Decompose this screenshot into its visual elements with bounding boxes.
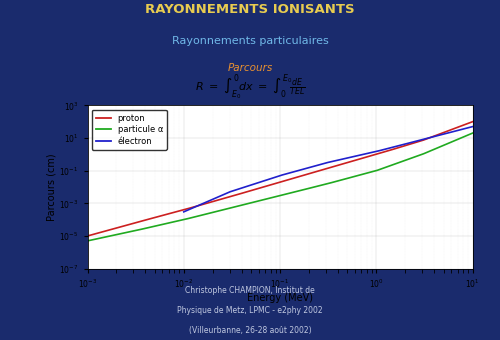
proton [184, 207, 190, 211]
proton [258, 185, 264, 189]
particule α [470, 131, 476, 135]
électron [295, 169, 301, 173]
particule α [184, 217, 190, 221]
Text: $R\ =\ \int_{E_0}^{0}\!dx\ =\ \int_{0}^{E_0}\!\frac{dE}{TEL}$: $R\ =\ \int_{E_0}^{0}\!dx\ =\ \int_{0}^{… [195, 73, 305, 102]
particule α [342, 177, 347, 181]
électron [275, 174, 281, 179]
électron [216, 195, 222, 199]
particule α [258, 198, 264, 202]
proton [312, 170, 318, 174]
proton [470, 120, 476, 124]
proton [342, 162, 347, 166]
X-axis label: Energy (MeV): Energy (MeV) [247, 293, 313, 303]
électron [362, 152, 368, 156]
particule α [312, 185, 318, 189]
électron [181, 210, 187, 214]
Line: proton: proton [88, 122, 472, 236]
proton [152, 215, 158, 219]
Y-axis label: Parcours (cm): Parcours (cm) [46, 153, 56, 221]
électron [389, 145, 395, 149]
proton [84, 234, 90, 238]
électron [390, 145, 396, 149]
Line: électron: électron [184, 126, 472, 212]
Text: RAYONNEMENTS IONISANTS: RAYONNEMENTS IONISANTS [145, 3, 355, 16]
particule α [152, 224, 158, 228]
Legend: proton, particule α, électron: proton, particule α, électron [92, 109, 167, 150]
proton [374, 152, 380, 156]
Text: Physique de Metz, LPMC - e2phy 2002: Physique de Metz, LPMC - e2phy 2002 [177, 306, 323, 315]
Text: Rayonnements particulaires: Rayonnements particulaires [172, 36, 328, 46]
Line: particule α: particule α [88, 133, 472, 241]
Text: (Villeurbanne, 26-28 août 2002): (Villeurbanne, 26-28 août 2002) [188, 326, 312, 335]
Text: Christophe CHAMPION, Institut de: Christophe CHAMPION, Institut de [185, 286, 315, 294]
Text: Parcours: Parcours [228, 63, 272, 73]
particule α [374, 168, 380, 172]
particule α [84, 239, 90, 243]
électron [470, 124, 476, 129]
